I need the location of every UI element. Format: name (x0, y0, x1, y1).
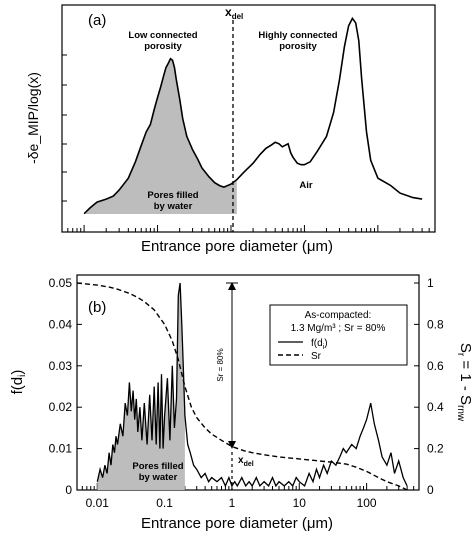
panel-b-y-tick-label-right: 0.2 (427, 442, 444, 456)
panel-a-shaded-area (84, 58, 237, 215)
panel-a-ylabel: -δe_MIP/log(x) (25, 72, 41, 164)
panel-b-ann-pores-2: by water (139, 472, 178, 483)
panel-b-xlabel: Entrance pore diameter (μm) (141, 515, 333, 532)
panel-a-ann-low-1: Low connected (128, 30, 197, 41)
panel-b-y-tick-label-right: 0.4 (427, 400, 444, 414)
panel-b-x-tick-label: 0.01 (86, 496, 110, 510)
legend-title-2: 1.3 Mg/m³ ; Sr = 80% (291, 323, 386, 334)
panel-b-x-tick-label: 1 (229, 496, 236, 510)
panel-b-fd-series (96, 282, 408, 488)
panel-a-label: (a) (88, 12, 106, 29)
panel-b-ylabel-left: f(di) (9, 370, 28, 395)
panel-b-xdel: xdel (238, 455, 254, 468)
panel-b-x-ticks: 0.01 0.1 1 10 100 (76, 483, 420, 510)
panel-a-xlabel: Entrance pore diameter (μm) (141, 238, 333, 255)
panel-b-sr-arrow (226, 282, 238, 449)
legend-title-1: As-compacted: (305, 310, 372, 321)
panel-b-y-tick-label-left: 0 (65, 483, 72, 497)
panel-b-y-ticks: 0 0.01 0.02 0.03 0.04 0.05 0 0.2 0.4 0.6 0.8 1 (49, 276, 444, 497)
panel-b-y-tick-label-right: 1 (427, 276, 434, 290)
panel-b-legend: As-compacted: 1.3 Mg/m³ ; Sr = 80% f(di)… (269, 304, 408, 366)
panel-b-y-tick-label-right: 0.6 (427, 359, 444, 373)
legend-sr-label: Sr (311, 351, 322, 362)
panel-b-shaded-area (97, 283, 185, 490)
panel-b-ylabel-right: Sr = 1 - Srnw (455, 343, 474, 422)
panel-a-ann-low-2: porosity (144, 41, 182, 52)
panel-a: (a) xdel Low connected porosity Highly c… (25, 4, 436, 255)
panel-a-ticks (61, 225, 436, 232)
panel-b-y-tick-label-left: 0.01 (49, 442, 73, 456)
panel-a-ann-high-1: Highly connected (258, 30, 337, 41)
panel-b-frame (76, 274, 420, 491)
panel-b-y-tick-label-left: 0.04 (49, 317, 73, 331)
panel-a-y-ticks (62, 54, 67, 202)
legend-fd-label: f(di) (311, 338, 328, 351)
panel-b-x-tick-label: 10 (293, 496, 307, 510)
panel-b-y-tick-label-left: 0.05 (49, 276, 73, 290)
panel-b-sr-annotation: Sr = 80% (216, 348, 225, 381)
panel-b-x-tick-label: 0.1 (156, 496, 173, 510)
panel-a-curve (83, 16, 423, 215)
panel-a-ann-pores-2: by water (154, 201, 193, 212)
panel-a-xdel: xdel (225, 5, 243, 21)
panel-a-ann-pores-1: Pores filled (147, 190, 198, 201)
panel-b-sr-series (76, 282, 408, 491)
panel-b-x-tick-label: 100 (357, 496, 377, 510)
panel-b-y-tick-label-left: 0.03 (49, 359, 73, 373)
panel-a-frame (61, 4, 436, 233)
panel-a-ann-high-2: porosity (279, 41, 317, 52)
panel-b-label: (b) (88, 299, 106, 316)
panel-b-y-tick-label-right: 0.8 (427, 317, 444, 331)
panel-b-y-tick-label-left: 0.02 (49, 400, 73, 414)
panel-b-ann-pores-1: Pores filled (132, 461, 183, 472)
panel-a-ann-air: Air (299, 180, 313, 191)
panel-b-y-tick-label-right: 0 (427, 483, 434, 497)
panel-b: 0.01 0.1 1 10 100 00.010.020.030.040.0500.20… (9, 274, 474, 532)
